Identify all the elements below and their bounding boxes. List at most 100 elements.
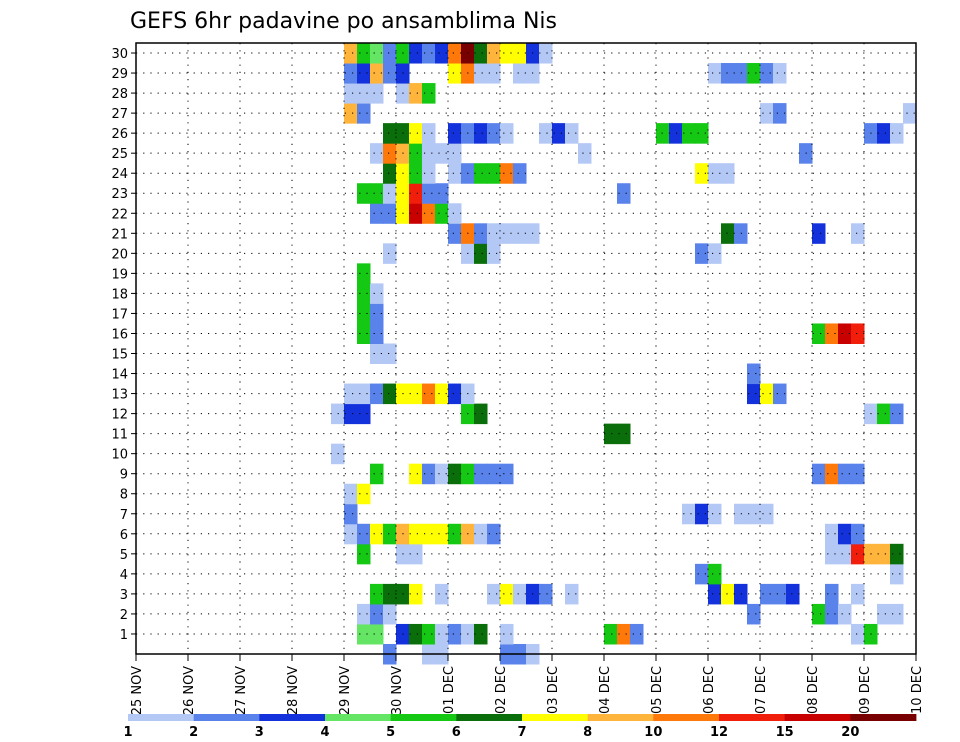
cell-20-19 <box>383 243 397 264</box>
cell-13-19 <box>383 383 397 405</box>
cell-2-47 <box>747 603 761 625</box>
cell-12-16 <box>344 403 358 425</box>
cell-21-29 <box>513 223 527 244</box>
cell-26-57 <box>877 123 891 144</box>
cell-29-17 <box>357 63 371 84</box>
cell-5-55 <box>851 543 865 565</box>
cell-3-50 <box>786 583 800 605</box>
cell-23-18 <box>370 183 384 204</box>
y-axis: 1234567891011121314151617181920212223242… <box>111 47 136 643</box>
cell-22-21 <box>409 203 423 224</box>
cell-30-29 <box>513 43 527 64</box>
legend-level-label: 6 <box>452 725 461 740</box>
cell-6-24 <box>448 523 462 545</box>
cell-21-55 <box>851 223 865 244</box>
cell-15-18 <box>370 343 384 365</box>
cell-30-22 <box>422 43 436 64</box>
x-tick-label: 08 DEC <box>806 666 821 714</box>
cell-30-18 <box>370 43 384 64</box>
y-tick-label: 27 <box>111 107 128 122</box>
y-tick-label: 25 <box>111 147 128 162</box>
cell-26-42 <box>682 123 696 144</box>
cell-1-37 <box>617 623 631 645</box>
y-tick-label: 6 <box>120 528 128 543</box>
cell-24-28 <box>500 163 514 184</box>
x-tick-label: 03 DEC <box>546 666 561 714</box>
cell-22-23 <box>435 203 449 224</box>
cell-21-45 <box>721 223 735 244</box>
legend-swatch <box>193 714 260 721</box>
cell-13-24 <box>448 383 462 405</box>
cell-9-28 <box>500 463 514 485</box>
cell-24-22 <box>422 163 436 184</box>
legend-swatch <box>850 714 917 721</box>
cell-24-29 <box>513 163 527 184</box>
cell-9-21 <box>409 463 423 485</box>
cell-7-43 <box>695 503 709 525</box>
cell-12-58 <box>890 403 904 425</box>
cell-2-57 <box>877 603 891 625</box>
cell-1-18 <box>370 623 384 645</box>
cell-23-21 <box>409 183 423 204</box>
cell-1-24 <box>448 623 462 645</box>
cell-8-17 <box>357 483 371 505</box>
legend-swatch <box>259 714 326 721</box>
cell-30-24 <box>448 43 462 64</box>
cell-7-46 <box>734 503 748 525</box>
cell-29-26 <box>474 63 488 84</box>
cell-25-18 <box>370 143 384 164</box>
cell-6-23 <box>435 523 449 545</box>
cell-30-27 <box>487 43 501 64</box>
cell-26-24 <box>448 123 462 144</box>
legend-swatch <box>719 714 786 721</box>
cell-11-36 <box>604 423 618 445</box>
x-tick-label: 10 DEC <box>910 666 925 714</box>
y-tick-label: 20 <box>111 247 128 262</box>
cell-6-26 <box>474 523 488 545</box>
legend-level-label: 5 <box>386 725 395 740</box>
cell-27-59 <box>903 103 917 124</box>
cell-29-45 <box>721 63 735 84</box>
cell-30-31 <box>539 43 553 64</box>
cell-1-55 <box>851 623 865 645</box>
cell-3-18 <box>370 583 384 605</box>
y-tick-label: 5 <box>120 548 128 563</box>
cell-28-21 <box>409 83 423 104</box>
cell-16-53 <box>825 323 839 344</box>
legend-level-label: 10 <box>644 725 662 740</box>
cell-1-21 <box>409 623 423 645</box>
cell-13-23 <box>435 383 449 405</box>
x-tick-label: 27 NOV <box>234 666 249 715</box>
cell-23-37 <box>617 183 631 204</box>
cell-6-22 <box>422 523 436 545</box>
cell-23-17 <box>357 183 371 204</box>
cell-30-17 <box>357 43 371 64</box>
legend-swatch <box>325 714 392 721</box>
cell-3-53 <box>825 583 839 605</box>
cell-27-17 <box>357 103 371 124</box>
cell-25-24 <box>448 143 462 164</box>
y-tick-label: 16 <box>111 327 128 342</box>
cell-6-18 <box>370 523 384 545</box>
cell-3-33 <box>565 583 579 605</box>
y-tick-label: 24 <box>111 167 128 182</box>
cell-29-49 <box>773 63 787 84</box>
cell-3-19 <box>383 583 397 605</box>
cell-3-29 <box>513 583 527 605</box>
cell-26-22 <box>422 123 436 144</box>
cell-6-16 <box>344 523 358 545</box>
x-tick-label: 02 DEC <box>494 666 509 714</box>
cell-13-18 <box>370 383 384 405</box>
cell-27-49 <box>773 103 787 124</box>
cell-18-18 <box>370 283 384 304</box>
y-tick-label: 13 <box>111 388 128 403</box>
cell-28-22 <box>422 83 436 104</box>
cell-24-19 <box>383 163 397 184</box>
y-tick-label: 10 <box>111 448 128 463</box>
cell-3-28 <box>500 583 514 605</box>
cell-3-55 <box>851 583 865 605</box>
legend-level-label: 12 <box>710 725 728 740</box>
cell-22-24 <box>448 203 462 224</box>
cell-28-16 <box>344 83 358 104</box>
